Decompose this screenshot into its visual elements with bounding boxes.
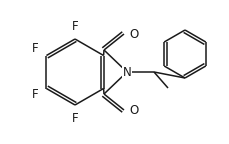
Text: F: F bbox=[72, 19, 78, 33]
Text: F: F bbox=[32, 42, 38, 55]
Text: N: N bbox=[123, 66, 131, 78]
Text: F: F bbox=[32, 89, 38, 102]
Text: O: O bbox=[129, 28, 138, 40]
Text: F: F bbox=[72, 111, 78, 125]
Text: O: O bbox=[129, 104, 138, 116]
